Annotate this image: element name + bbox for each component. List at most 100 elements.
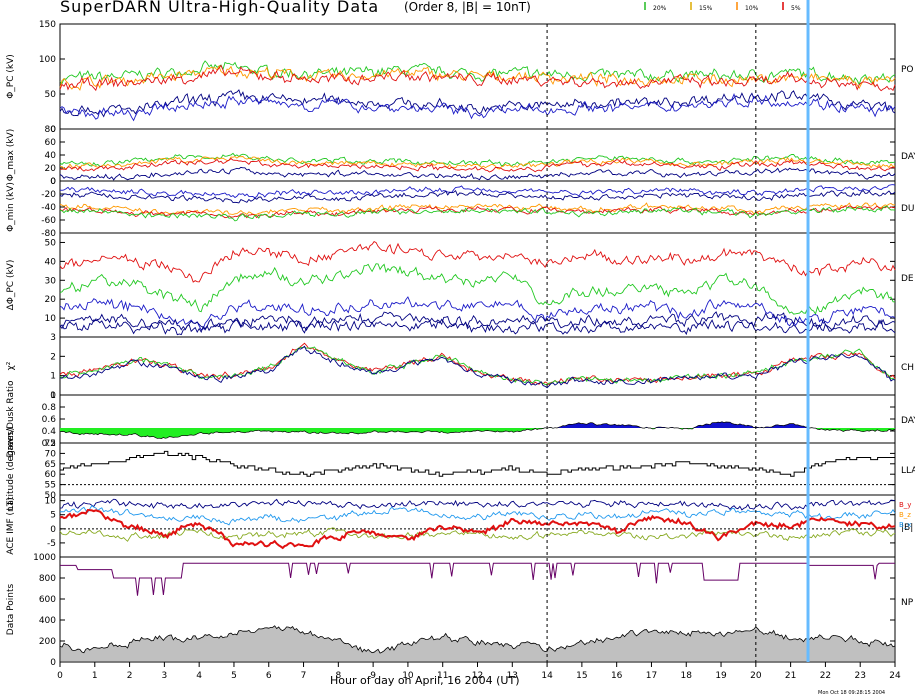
- ytick-label-2-1: -60: [41, 216, 56, 226]
- ylabel-6: Latitude (degrees): [6, 427, 16, 510]
- ytick-label-6-1: 55: [45, 481, 56, 491]
- xtick-label-11: 11: [437, 671, 448, 681]
- ytick-label-1-1: 20: [45, 164, 57, 174]
- series-line-7-0: [59, 498, 896, 511]
- ytick-label-5-3: 0.8: [42, 403, 57, 413]
- series-line-7-3: [59, 508, 896, 550]
- ytick-label-8-2: 400: [39, 616, 56, 626]
- xtick-label-20: 20: [750, 671, 762, 681]
- imf-legend-2: B_x: [899, 521, 911, 529]
- ytick-label-4-3: 3: [50, 333, 56, 343]
- xtick-label-7: 7: [301, 671, 307, 681]
- series-line-2-0: [59, 184, 896, 199]
- xtick-label-2: 2: [127, 671, 133, 681]
- ylabel-8: Data Points: [6, 583, 16, 635]
- ytick-label-0-1: 50: [45, 90, 57, 100]
- series-line-4-0: [59, 342, 896, 386]
- xtick-label-8: 8: [335, 671, 341, 681]
- legend-label-1: 15%: [699, 5, 713, 12]
- right-label-8: NP: [901, 598, 914, 608]
- ylabel-1: Φ_max (kV): [6, 129, 16, 181]
- ylabel-0: Φ_PC (kV): [6, 54, 16, 99]
- series-line-7-2: [59, 527, 896, 542]
- xtick-label-17: 17: [646, 671, 657, 681]
- ytick-label-4-2: 2: [50, 352, 56, 362]
- xtick-label-16: 16: [611, 671, 623, 681]
- ytick-label-5-1: 0.4: [42, 427, 57, 437]
- ytick-label-6-0: 50: [45, 491, 57, 501]
- ytick-label-0-0: 0: [50, 125, 56, 135]
- ylabel-5: Dawn/Dusk Ratio: [6, 380, 16, 458]
- ytick-label-6-2: 60: [45, 470, 57, 480]
- ytick-label-7-0: -5: [47, 539, 56, 549]
- xtick-label-10: 10: [402, 671, 414, 681]
- right-label-3: DE: [901, 274, 914, 284]
- ytick-label-1-4: 80: [45, 125, 57, 135]
- xtick-label-22: 22: [820, 671, 831, 681]
- ytick-label-8-3: 600: [39, 595, 56, 605]
- right-label-6: LLA: [901, 466, 915, 476]
- ytick-label-5-4: 1: [50, 391, 56, 401]
- ytick-label-2-3: -20: [41, 190, 56, 200]
- ytick-label-3-0: 10: [45, 314, 57, 324]
- legend-label-3: 5%: [791, 5, 801, 12]
- datapoints-area: [59, 625, 896, 663]
- series-line-3-1: [59, 263, 896, 315]
- series-line-3-0: [59, 241, 896, 283]
- xtick-label-19: 19: [715, 671, 727, 681]
- legend-label-2: 10%: [745, 5, 759, 12]
- ytick-label-4-0: 0: [50, 391, 56, 401]
- ytick-label-7-3: 10: [45, 497, 57, 507]
- page-subtitle: (Order 8, |B| = 10nT): [404, 0, 531, 14]
- series-line-3-4: [59, 318, 896, 336]
- ytick-label-0-3: 150: [39, 20, 56, 30]
- series-line-1-2: [59, 157, 896, 173]
- legend-label-0: 20%: [653, 5, 667, 12]
- imf-legend-0: B_y: [899, 501, 911, 509]
- ytick-label-3-3: 40: [45, 257, 57, 267]
- xtick-label-13: 13: [507, 671, 518, 681]
- ytick-label-2-4: 0: [50, 177, 56, 187]
- xtick-label-0: 0: [57, 671, 63, 681]
- ytick-label-2-0: -80: [41, 229, 56, 239]
- xtick-label-3: 3: [162, 671, 168, 681]
- xtick-label-1: 1: [92, 671, 98, 681]
- panel-frame-4: [59, 336, 896, 396]
- panel-frame-0: [59, 23, 896, 130]
- ytick-label-3-1: 20: [45, 295, 57, 305]
- ytick-label-8-1: 200: [39, 637, 56, 647]
- panel-frame-6: [59, 442, 896, 496]
- series-line-4-2: [59, 345, 896, 389]
- xtick-label-18: 18: [681, 671, 693, 681]
- panel-frame-3: [59, 232, 896, 338]
- xtick-label-15: 15: [576, 671, 587, 681]
- right-label-5: DAY: [901, 416, 915, 426]
- ytick-label-4-1: 1: [50, 372, 56, 382]
- ytick-label-2-2: -40: [41, 203, 56, 213]
- right-label-7: |B|: [901, 523, 913, 533]
- imf-legend-1: B_z: [899, 511, 911, 519]
- xtick-label-6: 6: [266, 671, 272, 681]
- latitude-line: [60, 450, 895, 477]
- xtick-label-21: 21: [785, 671, 796, 681]
- xtick-label-12: 12: [472, 671, 483, 681]
- ytick-label-1-2: 40: [45, 151, 57, 161]
- xtick-label-23: 23: [854, 671, 865, 681]
- ytick-label-1-3: 60: [45, 138, 57, 148]
- ytick-label-3-4: 50: [45, 238, 57, 248]
- ytick-label-6-5: 75: [45, 439, 56, 449]
- xtick-label-24: 24: [889, 671, 901, 681]
- ytick-label-7-1: 0: [50, 525, 56, 535]
- xtick-label-4: 4: [196, 671, 202, 681]
- ytick-label-1-0: 0: [50, 177, 56, 187]
- right-label-0: PO PO: [901, 65, 915, 75]
- ylabel-7: ACE IMF (nT): [6, 497, 16, 555]
- xtick-label-5: 5: [231, 671, 237, 681]
- panel-frame-1: [59, 128, 896, 182]
- ytick-label-0-2: 100: [39, 55, 56, 65]
- ytick-label-8-0: 0: [50, 658, 56, 668]
- series-line-2-1: [59, 189, 896, 204]
- ylabel-4: χ²: [6, 361, 16, 370]
